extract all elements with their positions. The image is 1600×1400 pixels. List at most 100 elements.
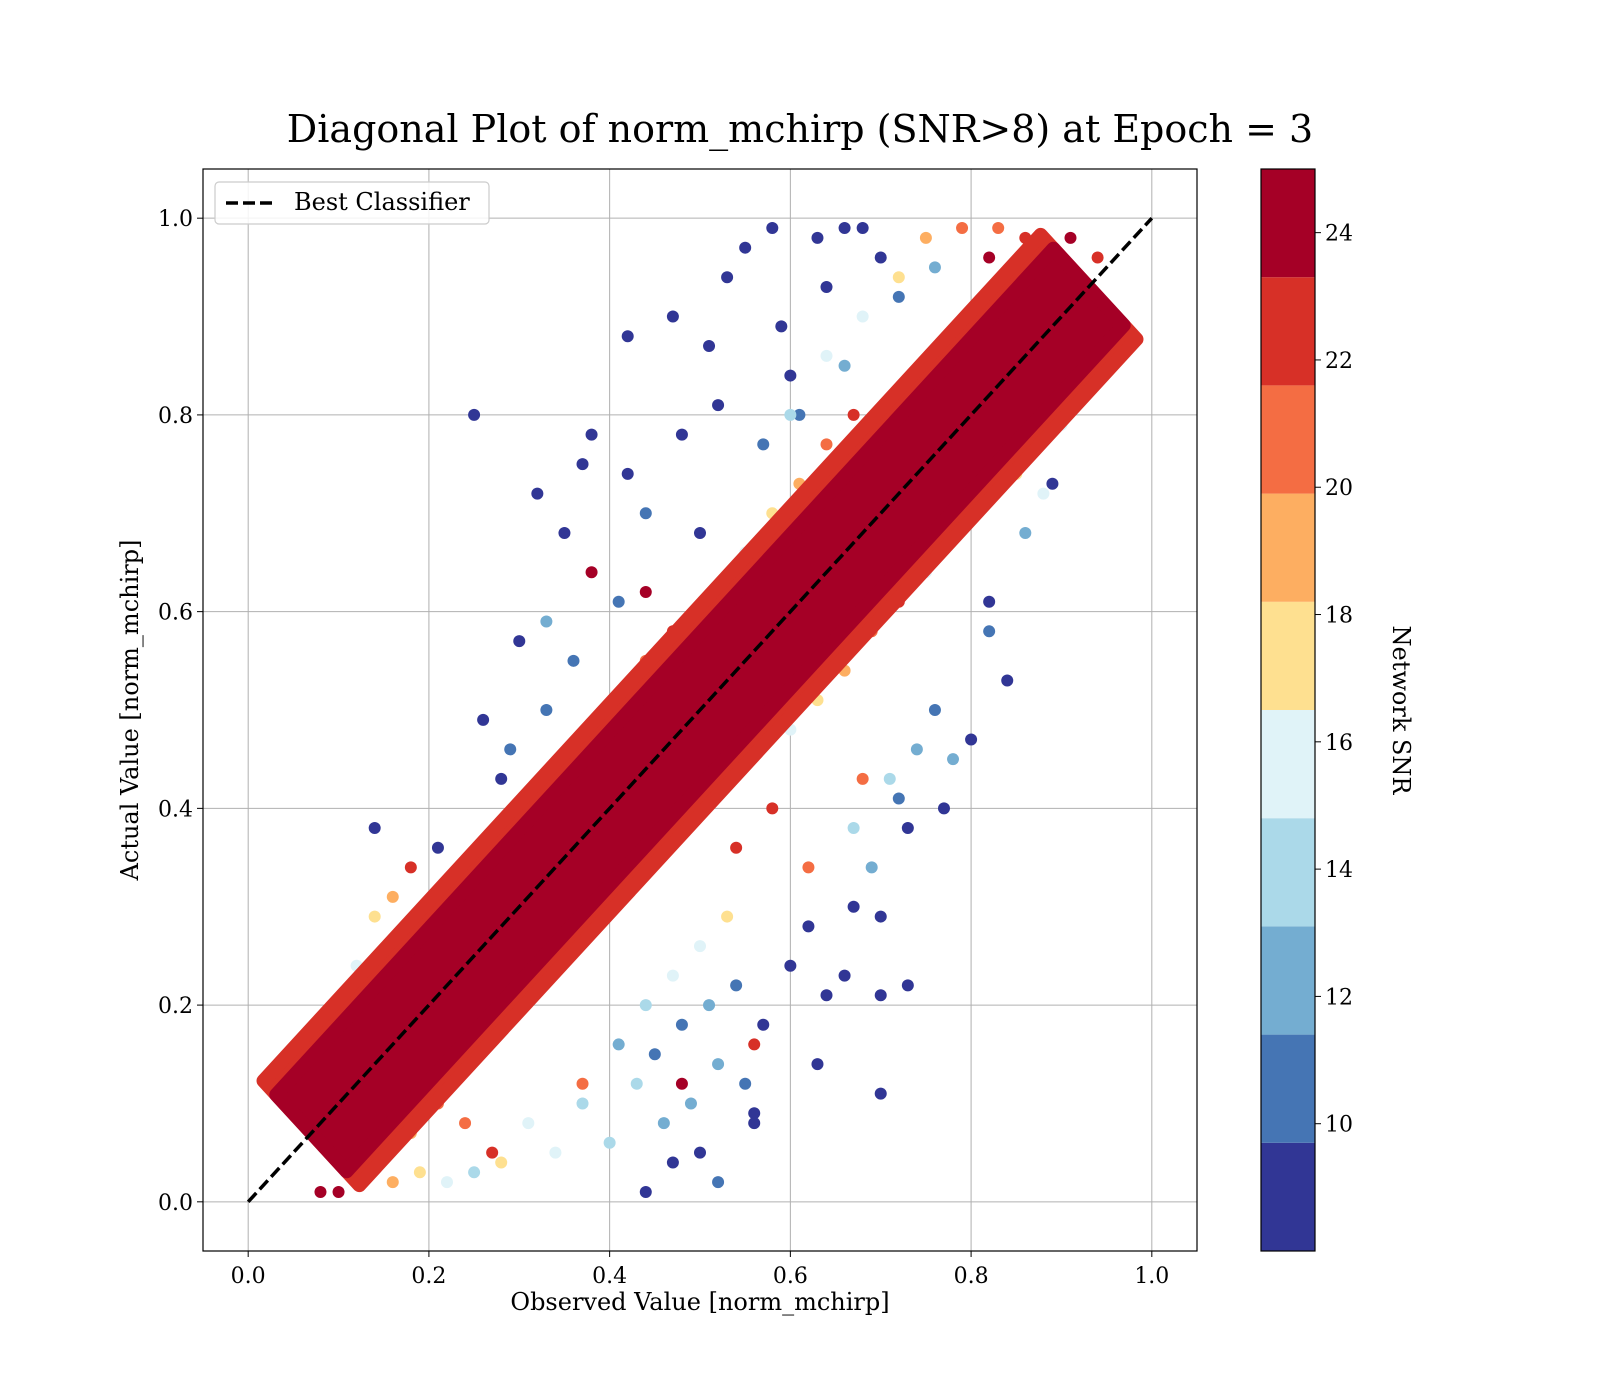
- scatter-point: [883, 772, 896, 785]
- scatter-point: [603, 1136, 616, 1149]
- scatter-point: [947, 753, 960, 766]
- colorbar-tick-label: 14: [1325, 858, 1353, 883]
- colorbar-label: Network SNR: [1387, 626, 1415, 796]
- legend-box: [214, 181, 490, 225]
- scatter-point: [675, 428, 688, 441]
- scatter-point: [892, 290, 905, 303]
- scatter-point: [802, 861, 815, 874]
- colorbar-segment: [1261, 1142, 1315, 1251]
- colorbar-segment: [1261, 1034, 1315, 1143]
- scatter-point: [919, 231, 932, 244]
- scatter-point: [612, 1038, 625, 1051]
- scatter-point: [983, 595, 996, 608]
- scatter-point: [612, 595, 625, 608]
- scatter-point: [820, 989, 833, 1002]
- scatter-point: [386, 1176, 399, 1189]
- scatter-point: [431, 841, 444, 854]
- colorbar-tick-label: 24: [1325, 222, 1353, 247]
- colorbar-segment: [1261, 601, 1315, 710]
- colorbar-tick-label: 22: [1325, 349, 1353, 374]
- scatter-point: [1064, 231, 1077, 244]
- scatter-point: [838, 359, 851, 372]
- scatter-point: [540, 615, 553, 628]
- x-tick-label: 0.6: [773, 1264, 808, 1289]
- plot-frame: [202, 168, 1198, 1252]
- scatter-point: [757, 438, 770, 451]
- scatter-point: [666, 1156, 679, 1169]
- y-tick-label: 0.2: [158, 994, 193, 1019]
- scatter-point: [648, 1048, 661, 1061]
- scatter-point: [694, 526, 706, 539]
- scatter-point: [910, 743, 923, 756]
- scatter-point: [838, 969, 851, 982]
- scatter-point: [522, 1117, 535, 1130]
- scatter-point: [413, 1166, 426, 1179]
- scatter-point: [549, 1146, 562, 1159]
- colorbar-segment: [1261, 169, 1315, 278]
- y-tick-label: 0.6: [158, 601, 193, 626]
- scatter-point: [486, 1146, 499, 1159]
- scatter-point: [368, 910, 381, 923]
- scatter-point: [847, 822, 860, 835]
- colorbar-segment: [1261, 277, 1315, 386]
- scatter-point: [739, 1077, 752, 1090]
- scatter-point: [901, 822, 914, 835]
- scatter-point: [847, 408, 860, 421]
- scatter-point: [314, 1185, 327, 1198]
- colorbar-tick-label: 16: [1325, 731, 1353, 756]
- scatter-point: [621, 467, 634, 480]
- scatter-point: [684, 1097, 697, 1110]
- scatter-point: [766, 802, 779, 815]
- scatter-point: [892, 792, 905, 805]
- colorbar-tick-label: 12: [1325, 985, 1353, 1010]
- x-tick-label: 0.2: [411, 1264, 446, 1289]
- scatter-point: [468, 408, 481, 421]
- scatter-point: [811, 231, 824, 244]
- scatter-point: [730, 979, 743, 992]
- scatter-point: [694, 1146, 706, 1159]
- scatter-point: [748, 1038, 761, 1051]
- scatter-point: [386, 890, 399, 903]
- scatter-point: [956, 222, 969, 235]
- scatter-point: [793, 408, 806, 421]
- scatter-point: [775, 320, 788, 333]
- scatter-point: [694, 940, 706, 953]
- scatter-point: [404, 861, 417, 874]
- scatter-point: [666, 310, 679, 323]
- scatter-point: [847, 900, 860, 913]
- colorbar-segment: [1261, 385, 1315, 494]
- scatter-point: [856, 222, 869, 235]
- scatter-point: [802, 920, 815, 933]
- reference-line-layer: [246, 216, 1154, 1204]
- y-tick-label: 1.0: [158, 207, 193, 232]
- y-tick-label: 0.8: [158, 404, 193, 429]
- scatter-point: [965, 733, 978, 746]
- scatter-point: [856, 310, 869, 323]
- scatter-point: [639, 1185, 652, 1198]
- scatter-point: [992, 222, 1005, 235]
- colorbar-tick-label: 20: [1325, 476, 1353, 501]
- scatter-point: [901, 979, 914, 992]
- scatter-point: [937, 802, 950, 815]
- scatter-point: [748, 1117, 761, 1130]
- scatter-point: [630, 1077, 643, 1090]
- scatter-point: [576, 1097, 589, 1110]
- scatter-point: [983, 625, 996, 638]
- scatter-point: [1001, 674, 1014, 687]
- y-axis-ticks: 0.0 0.2 0.4 0.6 0.8 1.0: [158, 207, 203, 1216]
- scatter-point: [368, 822, 381, 835]
- colorbar-ticks: 10 12 14 16 18 20 22 24: [1315, 222, 1353, 1138]
- colorbar-segment: [1261, 493, 1315, 602]
- scatter-point: [657, 1117, 670, 1130]
- scatter-point: [820, 349, 833, 362]
- scatter-point: [712, 1058, 725, 1071]
- scatter-point: [576, 1077, 589, 1090]
- scatter-point: [784, 959, 797, 972]
- scatter-point: [468, 1166, 481, 1179]
- scatter-point: [865, 861, 878, 874]
- scatter-point: [666, 969, 679, 982]
- scatter-point: [874, 251, 887, 264]
- scatter-point: [1019, 526, 1032, 539]
- scatter-point: [766, 222, 779, 235]
